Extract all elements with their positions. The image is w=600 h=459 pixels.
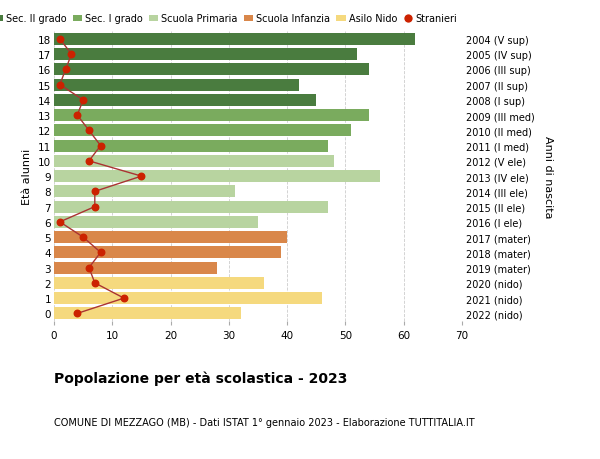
Legend: Sec. II grado, Sec. I grado, Scuola Primaria, Scuola Infanzia, Asilo Nido, Stran: Sec. II grado, Sec. I grado, Scuola Prim… [0, 14, 457, 24]
Bar [54, 217, 258, 228]
Bar [54, 49, 357, 61]
Point [79, 234, 88, 241]
Bar [54, 95, 316, 106]
Point [61, 67, 70, 74]
Bar [54, 232, 287, 244]
Bar [54, 308, 241, 319]
Y-axis label: Anni di nascita: Anni di nascita [543, 135, 553, 218]
Point [96, 143, 106, 150]
Point [55, 36, 65, 44]
Point [90, 280, 100, 287]
Point [84, 128, 94, 135]
Bar [54, 34, 415, 46]
Bar [54, 79, 299, 91]
Bar [54, 140, 328, 152]
Point [119, 295, 129, 302]
Point [90, 188, 100, 196]
Point [84, 264, 94, 272]
Bar [54, 277, 264, 289]
Point [90, 203, 100, 211]
Point [73, 112, 82, 119]
Point [55, 82, 65, 89]
Point [67, 51, 76, 59]
Bar [54, 262, 217, 274]
Point [73, 310, 82, 317]
Bar [54, 125, 351, 137]
Bar [54, 201, 328, 213]
Text: COMUNE DI MEZZAGO (MB) - Dati ISTAT 1° gennaio 2023 - Elaborazione TUTTITALIA.IT: COMUNE DI MEZZAGO (MB) - Dati ISTAT 1° g… [54, 417, 475, 427]
Bar [54, 247, 281, 259]
Bar [54, 171, 380, 183]
Point [55, 218, 65, 226]
Bar [54, 64, 369, 76]
Y-axis label: Età alunni: Età alunni [22, 149, 32, 205]
Point [84, 158, 94, 165]
Point [79, 97, 88, 104]
Bar [54, 186, 235, 198]
Text: Popolazione per età scolastica - 2023: Popolazione per età scolastica - 2023 [54, 371, 347, 386]
Bar [54, 292, 322, 304]
Point [137, 173, 146, 180]
Point [96, 249, 106, 257]
Bar [54, 110, 369, 122]
Bar [54, 156, 334, 168]
